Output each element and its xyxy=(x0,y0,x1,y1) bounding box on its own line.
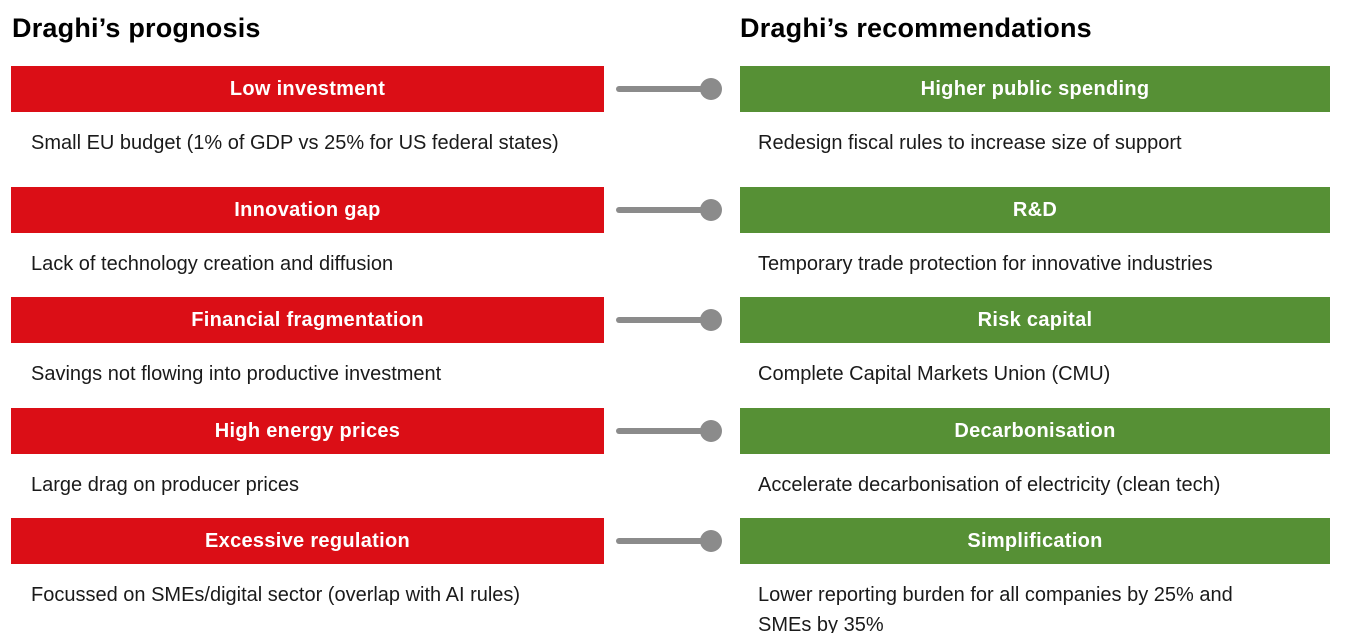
prognosis-label: High energy prices xyxy=(214,419,401,442)
prognosis-box: Financial fragmentation xyxy=(11,297,604,343)
prognosis-description: Small EU budget (1% of GDP vs 25% for US… xyxy=(31,132,559,154)
connector-line xyxy=(616,86,711,92)
connector-dot-icon xyxy=(700,309,722,331)
connector-dot-icon xyxy=(700,78,722,100)
prognosis-box: Excessive regulation xyxy=(11,518,604,564)
recommendation-description: Complete Capital Markets Union (CMU) xyxy=(758,363,1111,385)
recommendation-label: Simplification xyxy=(967,529,1103,552)
recommendation-description: Redesign fiscal rules to increase size o… xyxy=(758,132,1182,154)
prognosis-description: Focussed on SMEs/digital sector (overlap… xyxy=(31,584,521,606)
connector-line xyxy=(616,428,711,434)
recommendation-box: R&D xyxy=(740,187,1330,233)
connector-dot-icon xyxy=(700,199,722,221)
recommendation-description: Temporary trade protection for innovativ… xyxy=(758,253,1213,275)
prognosis-label: Innovation gap xyxy=(234,198,381,221)
connector-dot-icon xyxy=(700,530,722,552)
connector-dot-icon xyxy=(700,420,722,442)
prognosis-label: Financial fragmentation xyxy=(191,308,424,331)
mapping-row: Innovation gap R&D Lack of technology cr… xyxy=(0,187,1353,307)
mapping-row: Excessive regulation Simplification Focu… xyxy=(0,518,1353,633)
connector-line xyxy=(616,317,711,323)
mapping-row: Financial fragmentation Risk capital Sav… xyxy=(0,297,1353,417)
prognosis-box: High energy prices xyxy=(11,408,604,454)
connector-line xyxy=(616,538,711,544)
prognosis-description: Lack of technology creation and diffusio… xyxy=(31,253,394,275)
recommendations-column-title: Draghi’s recommendations xyxy=(740,13,1092,43)
recommendation-label: Decarbonisation xyxy=(954,419,1116,442)
prognosis-label: Excessive regulation xyxy=(205,529,410,552)
recommendation-box: Decarbonisation xyxy=(740,408,1330,454)
connector-line xyxy=(616,207,711,213)
mapping-row: Low investment Higher public spending Sm… xyxy=(0,66,1353,186)
recommendation-box: Higher public spending xyxy=(740,66,1330,112)
prognosis-label: Low investment xyxy=(229,77,386,100)
recommendation-label: Higher public spending xyxy=(920,77,1150,100)
prognosis-description: Savings not flowing into productive inve… xyxy=(31,363,442,385)
recommendation-box: Simplification xyxy=(740,518,1330,564)
recommendation-box: Risk capital xyxy=(740,297,1330,343)
prognosis-box: Low investment xyxy=(11,66,604,112)
mapping-row: High energy prices Decarbonisation Large… xyxy=(0,408,1353,528)
recommendation-label: Risk capital xyxy=(977,308,1093,331)
prognosis-box: Innovation gap xyxy=(11,187,604,233)
prognosis-column-title: Draghi’s prognosis xyxy=(12,13,261,43)
recommendation-description: Accelerate decarbonisation of electricit… xyxy=(758,474,1221,496)
recommendation-label: R&D xyxy=(1012,198,1058,221)
prognosis-description: Large drag on producer prices xyxy=(31,474,299,496)
recommendation-description: Lower reporting burden for all companies… xyxy=(758,584,1233,633)
